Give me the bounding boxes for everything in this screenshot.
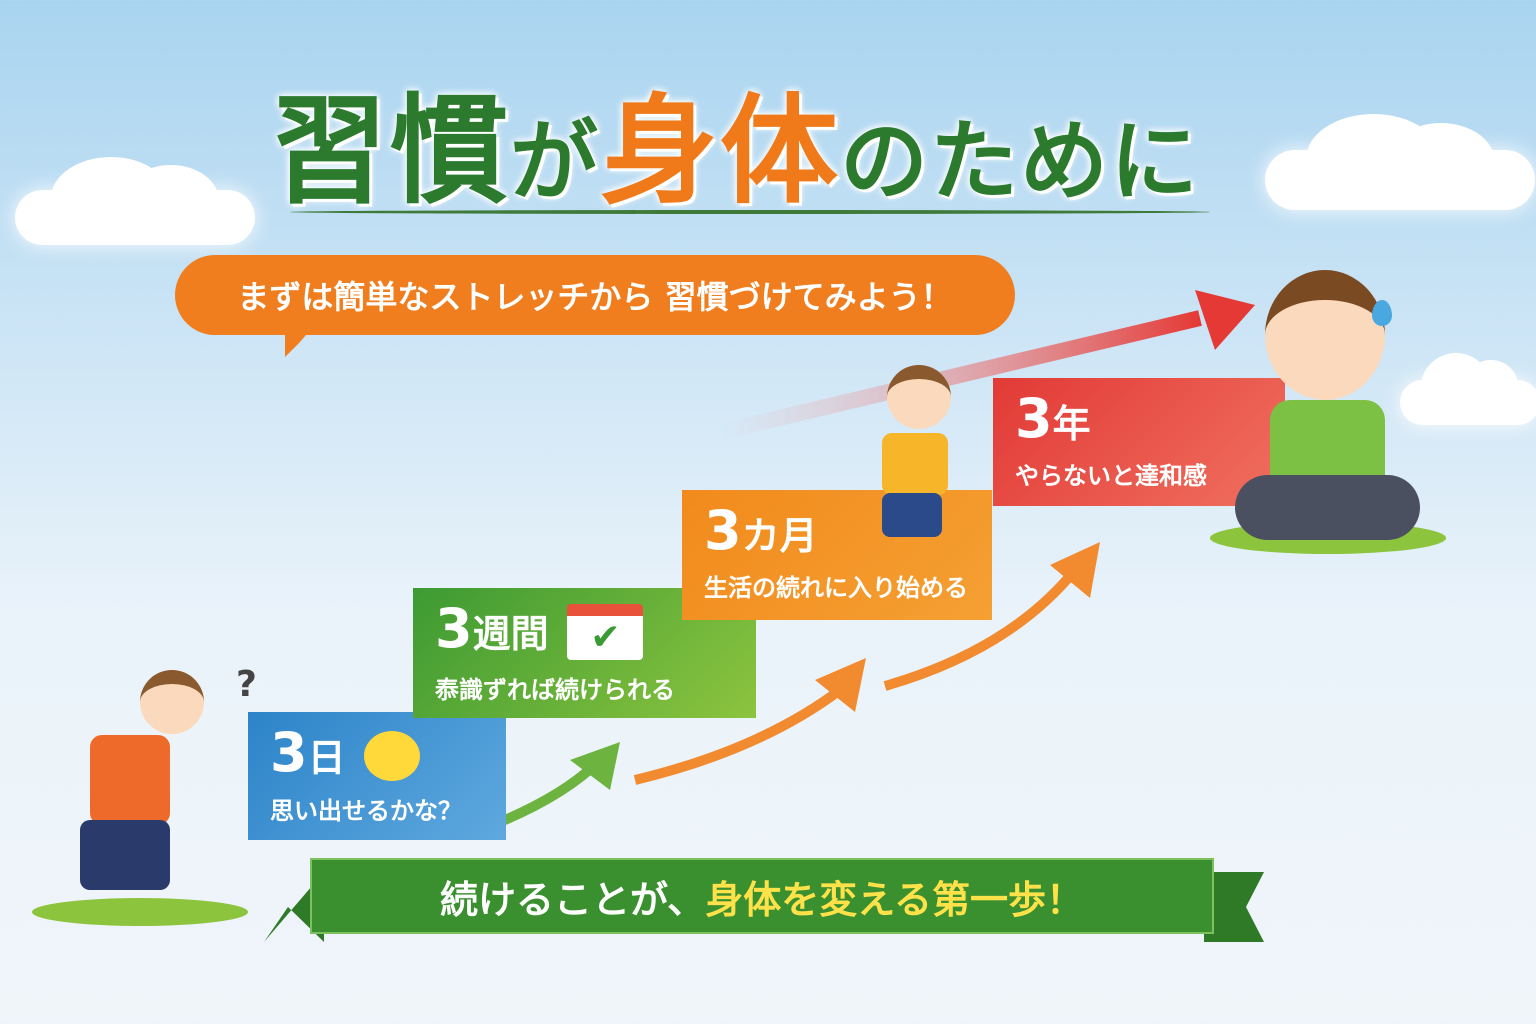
step-unit: 年 [1052,402,1091,446]
divider [290,210,1210,214]
running-girl [862,365,972,565]
arrow-head [570,742,620,790]
banner-highlight: 身体を変える第一歩！ [705,877,1085,922]
arrow-head [815,658,866,712]
question-mark: ? [236,664,257,705]
orange-arrow [883,566,1079,691]
grass [32,898,248,926]
step-text: 生活の続れに入り始める [704,574,968,602]
step-unit: 日 [307,736,346,780]
sweat-drop-icon [1372,300,1392,326]
step-number: 3 [270,721,308,784]
calendar-check-icon: ✔ [567,604,644,661]
meditating-boy [1235,270,1425,550]
arrow-head [1050,542,1100,598]
red-arrow [718,310,1202,440]
step-3-days: 3日 思い出せるかな？ [248,712,506,840]
step-text: 㤗識ずれば続けられる [435,676,675,705]
orange-arrow [633,685,843,785]
step-3-weeks: 3週間 ✔ 㤗識ずれば続けられる [413,588,756,718]
step-3-years: 3年 やらないと達和感 [993,378,1285,506]
banner-text: 続けることが、 [439,877,706,922]
title-part: 身体 [600,82,841,220]
title-part: が [510,110,601,213]
title-part: のために [840,110,1201,213]
step-text: 思い出せるかな？ [270,797,462,826]
bottom-banner: 続けることが、 身体を変える第一歩！ [310,858,1214,934]
cloud [1400,353,1536,425]
step-number: 3 [704,499,742,562]
stretching-girl [70,640,210,910]
page-title: 習慣が身体のために [270,55,1200,226]
step-text: やらないと達和感 [1015,462,1207,490]
speech-bubble: まずは簡単なストレッチから 習慣づけてみよう！ [175,255,1015,357]
chick-icon [364,731,421,782]
cloud [15,157,255,245]
step-unit: カ月 [741,514,818,558]
title-part: 習慣 [270,82,511,220]
cloud [1265,114,1535,210]
step-unit: 週間 [472,612,549,656]
red-arrow-head [1195,290,1255,350]
step-number: 3 [435,597,473,660]
step-number: 3 [1015,387,1053,450]
